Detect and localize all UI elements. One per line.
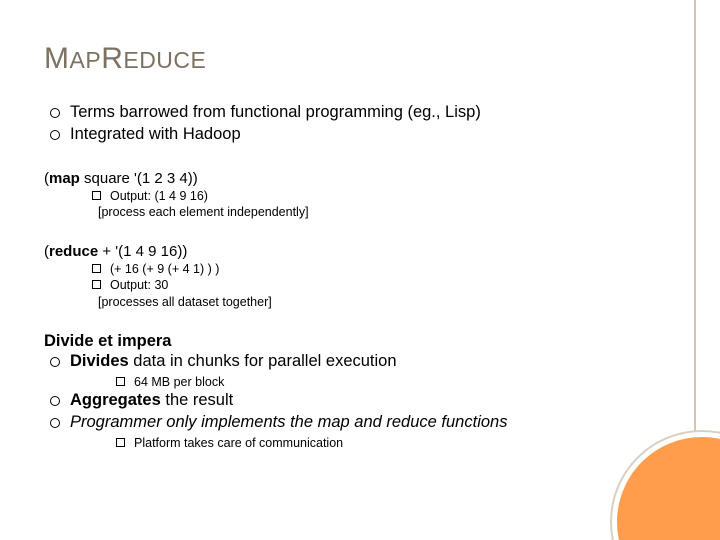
divide-list: Divides data in chunks for parallel exec… bbox=[44, 351, 676, 373]
reduce-expr: (+ 16 (+ 9 (+ 4 1) ) ) bbox=[92, 261, 676, 278]
divide-sub-1: 64 MB per block bbox=[44, 374, 676, 391]
divides-bold: Divides bbox=[70, 352, 129, 370]
map-keyword: map bbox=[49, 170, 80, 187]
divide-list-2: Aggregates the result Programmer only im… bbox=[44, 390, 676, 434]
aggregates-rest: the result bbox=[161, 391, 233, 409]
divide-sub-item: 64 MB per block bbox=[116, 374, 676, 391]
reduce-code: (reduce + '(1 4 9 16)) bbox=[44, 243, 676, 260]
aggregates-bold: Aggregates bbox=[70, 391, 161, 409]
reduce-keyword: reduce bbox=[49, 243, 98, 260]
reduce-note: [processes all dataset together] bbox=[92, 294, 676, 311]
divide-bullet-2: Aggregates the result bbox=[44, 390, 676, 412]
divide-head: Divide et impera bbox=[44, 332, 676, 351]
title-r: R bbox=[101, 42, 123, 75]
programmer-italic: Programmer only implements the map and r… bbox=[70, 413, 507, 431]
divide-bullet-3: Programmer only implements the map and r… bbox=[44, 412, 676, 434]
divides-rest: data in chunks for parallel execution bbox=[129, 352, 397, 370]
reduce-sub: (+ 16 (+ 9 (+ 4 1) ) ) Output: 30 [proce… bbox=[44, 261, 676, 311]
map-code: (map square '(1 2 3 4)) bbox=[44, 170, 676, 187]
slide-content: MAPREDUCE Terms barrowed from functional… bbox=[0, 0, 720, 540]
title-ap: AP bbox=[70, 47, 102, 73]
platform-sub-item: Platform takes care of communication bbox=[116, 435, 676, 452]
slide-title: MAPREDUCE bbox=[44, 42, 676, 76]
divide-bullet-1: Divides data in chunks for parallel exec… bbox=[44, 351, 676, 373]
intro-item: Integrated with Hadoop bbox=[44, 124, 676, 146]
reduce-rest: + '(1 4 9 16)) bbox=[98, 243, 187, 260]
intro-item: Terms barrowed from functional programmi… bbox=[44, 102, 676, 124]
intro-list: Terms barrowed from functional programmi… bbox=[44, 102, 676, 146]
title-m: M bbox=[44, 42, 70, 75]
map-note: [process each element independently] bbox=[92, 204, 676, 221]
divide-sub-2: Platform takes care of communication bbox=[44, 435, 676, 452]
map-output: Output: (1 4 9 16) bbox=[92, 188, 676, 205]
title-educe: EDUCE bbox=[123, 47, 206, 73]
map-sub: Output: (1 4 9 16) [process each element… bbox=[44, 188, 676, 221]
reduce-output: Output: 30 bbox=[92, 277, 676, 294]
map-rest: square '(1 2 3 4)) bbox=[80, 170, 198, 187]
